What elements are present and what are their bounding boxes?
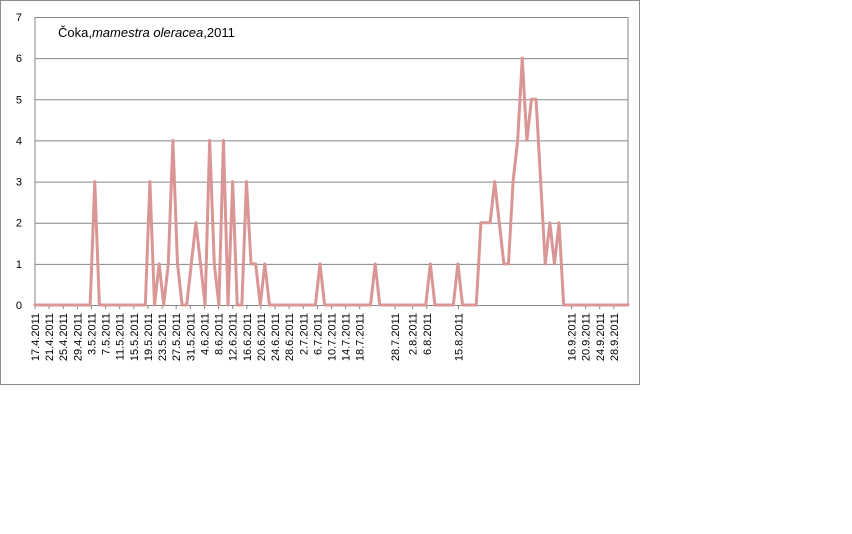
- x-tick-label: 20.9.2011: [581, 313, 593, 361]
- y-tick-label: 0: [16, 300, 22, 312]
- x-tick-label: 14.7.2011: [341, 313, 353, 361]
- chart-title-suffix: ,2011: [203, 25, 235, 40]
- x-tick-label: 10.7.2011: [327, 313, 339, 361]
- y-tick-label: 3: [16, 177, 22, 189]
- x-tick-label: 29.4.2011: [72, 313, 84, 361]
- y-tick-label: 6: [16, 53, 22, 65]
- x-tick-label: 6.7.2011: [312, 313, 324, 355]
- series-layer: [33, 56, 630, 307]
- x-tick-label: 25.4.2011: [58, 313, 70, 361]
- x-tick-label: 27.5.2011: [171, 313, 183, 361]
- y-tick-label: 1: [16, 259, 22, 271]
- x-tick-label: 31.5.2011: [185, 313, 197, 361]
- x-tick-label: 17.4.2011: [30, 313, 42, 361]
- x-tick-label: 16.9.2011: [567, 313, 579, 361]
- x-tick-label: 8.6.2011: [214, 313, 226, 355]
- chart-title-prefix: Čoka,: [58, 25, 92, 40]
- x-tick-label: 24.6.2011: [270, 313, 282, 361]
- x-tick-label: 4.6.2011: [199, 313, 211, 355]
- chart-title: Čoka,mamestra oleracea,2011: [58, 25, 235, 40]
- x-tick-label: 19.5.2011: [143, 313, 155, 361]
- x-tick-label: 28.9.2011: [609, 313, 621, 361]
- x-tick-label: 6.8.2011: [422, 313, 434, 355]
- x-tick-label: 7.5.2011: [101, 313, 113, 355]
- x-tick-label: 2.8.2011: [408, 313, 420, 355]
- series-line-0: [33, 56, 630, 307]
- y-axis-ticks: 0 1 2 3 4 5 6 7: [16, 12, 22, 312]
- x-tick-label: 24.9.2011: [595, 313, 607, 361]
- x-axis-ticks: 17.4.2011 21.4.2011 25.4.2011 29.4.2011 3.5.…: [30, 305, 621, 361]
- x-tick-label: 12.6.2011: [228, 313, 240, 361]
- x-tick-label: 21.4.2011: [44, 313, 56, 361]
- y-tick-label: 4: [16, 135, 22, 147]
- x-tick-label: 28.6.2011: [284, 313, 296, 361]
- y-tick-label: 7: [16, 12, 22, 24]
- chart-frame: 0 1 2 3 4 5 6 7 17.4.2011 21.4.2011 25.4.2011 29.4…: [0, 0, 640, 385]
- x-tick-label: 23.5.2011: [157, 313, 169, 361]
- y-tick-label: 5: [16, 94, 22, 106]
- x-tick-label: 11.5.2011: [115, 313, 127, 360]
- line-chart: 0 1 2 3 4 5 6 7 17.4.2011 21.4.2011 25.4.2011 29.4…: [16, 12, 630, 361]
- x-tick-label: 15.5.2011: [129, 313, 141, 361]
- x-tick-label: 28.7.2011: [390, 313, 402, 361]
- x-tick-label: 20.6.2011: [256, 313, 268, 361]
- x-tick-label: 3.5.2011: [86, 313, 98, 355]
- x-tick-label: 18.7.2011: [355, 313, 367, 361]
- y-tick-label: 2: [16, 218, 22, 230]
- x-tick-label: 2.7.2011: [298, 313, 310, 355]
- x-tick-label: 15.8.2011: [454, 313, 466, 361]
- x-tick-label: 16.6.2011: [242, 313, 254, 361]
- chart-title-species: mamestra oleracea: [91, 25, 204, 40]
